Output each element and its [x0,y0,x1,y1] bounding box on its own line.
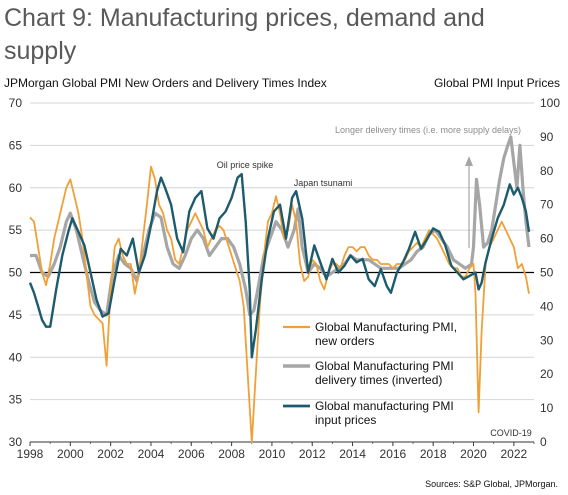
x-tick-2018: 2018 [420,447,447,461]
y-right-tick-80: 80 [540,164,554,178]
series-line-1 [30,135,531,317]
left-axis-title: JPMorgan Global PMI New Orders and Deliv… [4,76,327,90]
y-left-tick-60: 60 [9,181,23,195]
x-tick-2002: 2002 [97,447,124,461]
y-left-tick-40: 40 [9,350,23,364]
y-right-tick-20: 20 [540,367,554,381]
x-tick-2020: 2020 [460,447,487,461]
annotation-delivery-times: Longer delivery times (i.e. more supply … [335,125,521,135]
x-tick-2014: 2014 [339,447,366,461]
legend-label-1: Global Manufacturing PMI delivery times (… [315,359,454,387]
y-left-tick-50: 50 [9,266,23,280]
chart-title: Chart 9: Manufacturing prices, demand an… [4,4,485,65]
x-tick-2008: 2008 [218,447,245,461]
legend: Global Manufacturing PMI, new orders Globa… [283,320,457,427]
x-tick-2004: 2004 [138,447,165,461]
x-tick-2000: 2000 [57,447,84,461]
y-left-tick-65: 65 [9,138,23,152]
legend-label-0: Global Manufacturing PMI, new orders [315,320,457,348]
y-left-tick-30: 30 [9,435,23,449]
y-right-tick-30: 30 [540,333,554,347]
y-left-tick-70: 70 [9,96,23,110]
source-note: Sources: S&P Global, JPMorgan. [425,479,558,489]
axes: 30 35 40 45 50 55 60 65 70 0 10 20 30 40 50 60 70 80 90 100… [9,96,561,461]
y-right-tick-90: 90 [540,130,554,144]
y-left-tick-45: 45 [9,308,23,322]
annotation-covid: COVID-19 [490,428,532,438]
x-tick-2022: 2022 [500,447,527,461]
x-tick-2010: 2010 [259,447,286,461]
annotations: Oil price spike Japan tsunami Longer deliv… [217,125,532,438]
y-left-tick-55: 55 [9,223,23,237]
x-tick-2012: 2012 [299,447,326,461]
series-lines [28,135,531,443]
y-right-tick-10: 10 [540,401,554,415]
y-right-tick-100: 100 [540,96,560,110]
y-right-tick-50: 50 [540,266,554,280]
legend-label-2: Global manufacturing PMI input prices [315,399,454,427]
series-line-2 [28,173,531,359]
y-left-tick-35: 35 [9,393,23,407]
x-tick-2006: 2006 [178,447,205,461]
x-tick-1998: 1998 [17,447,44,461]
annotation-japan-tsunami: Japan tsunami [294,178,353,188]
y-right-tick-60: 60 [540,232,554,246]
y-right-tick-70: 70 [540,198,554,212]
delivery-arrow-head [465,156,473,166]
x-tick-2016: 2016 [380,447,407,461]
right-axis-title: Global PMI Input Prices [433,76,560,90]
y-right-tick-0: 0 [540,435,547,449]
annotation-oil-price-spike: Oil price spike [217,160,274,170]
y-right-tick-40: 40 [540,299,554,313]
